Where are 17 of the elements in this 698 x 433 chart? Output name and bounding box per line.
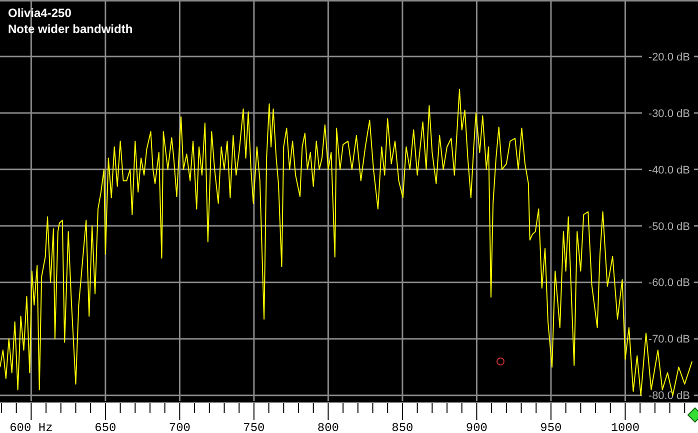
y-tick-label: -20.0 dB [648,51,690,64]
y-tick-label: -40.0 dB [648,164,690,176]
x-tick-label: 950 [540,421,562,433]
x-tick-label: 1000 [610,421,640,433]
y-tick-label: -30.0 dB [648,108,690,120]
text: Olivia4-250 [8,6,72,20]
y-tick-label: -70.0 dB [648,334,690,346]
x-tick-label: 650 [94,421,116,433]
x-tick-label: 900 [466,421,488,433]
y-tick-label: -50.0 dB [648,220,690,233]
x-tick-label: 800 [317,421,340,433]
text: Note wider bandwidth [8,22,133,36]
y-tick-label: -60.0 dB [648,277,690,290]
x-tick-label: 750 [243,421,265,433]
x-tick-label: 850 [392,421,414,433]
x-tick-label: 700 [168,421,191,433]
x-tick-label: 600 Hz [10,421,53,433]
